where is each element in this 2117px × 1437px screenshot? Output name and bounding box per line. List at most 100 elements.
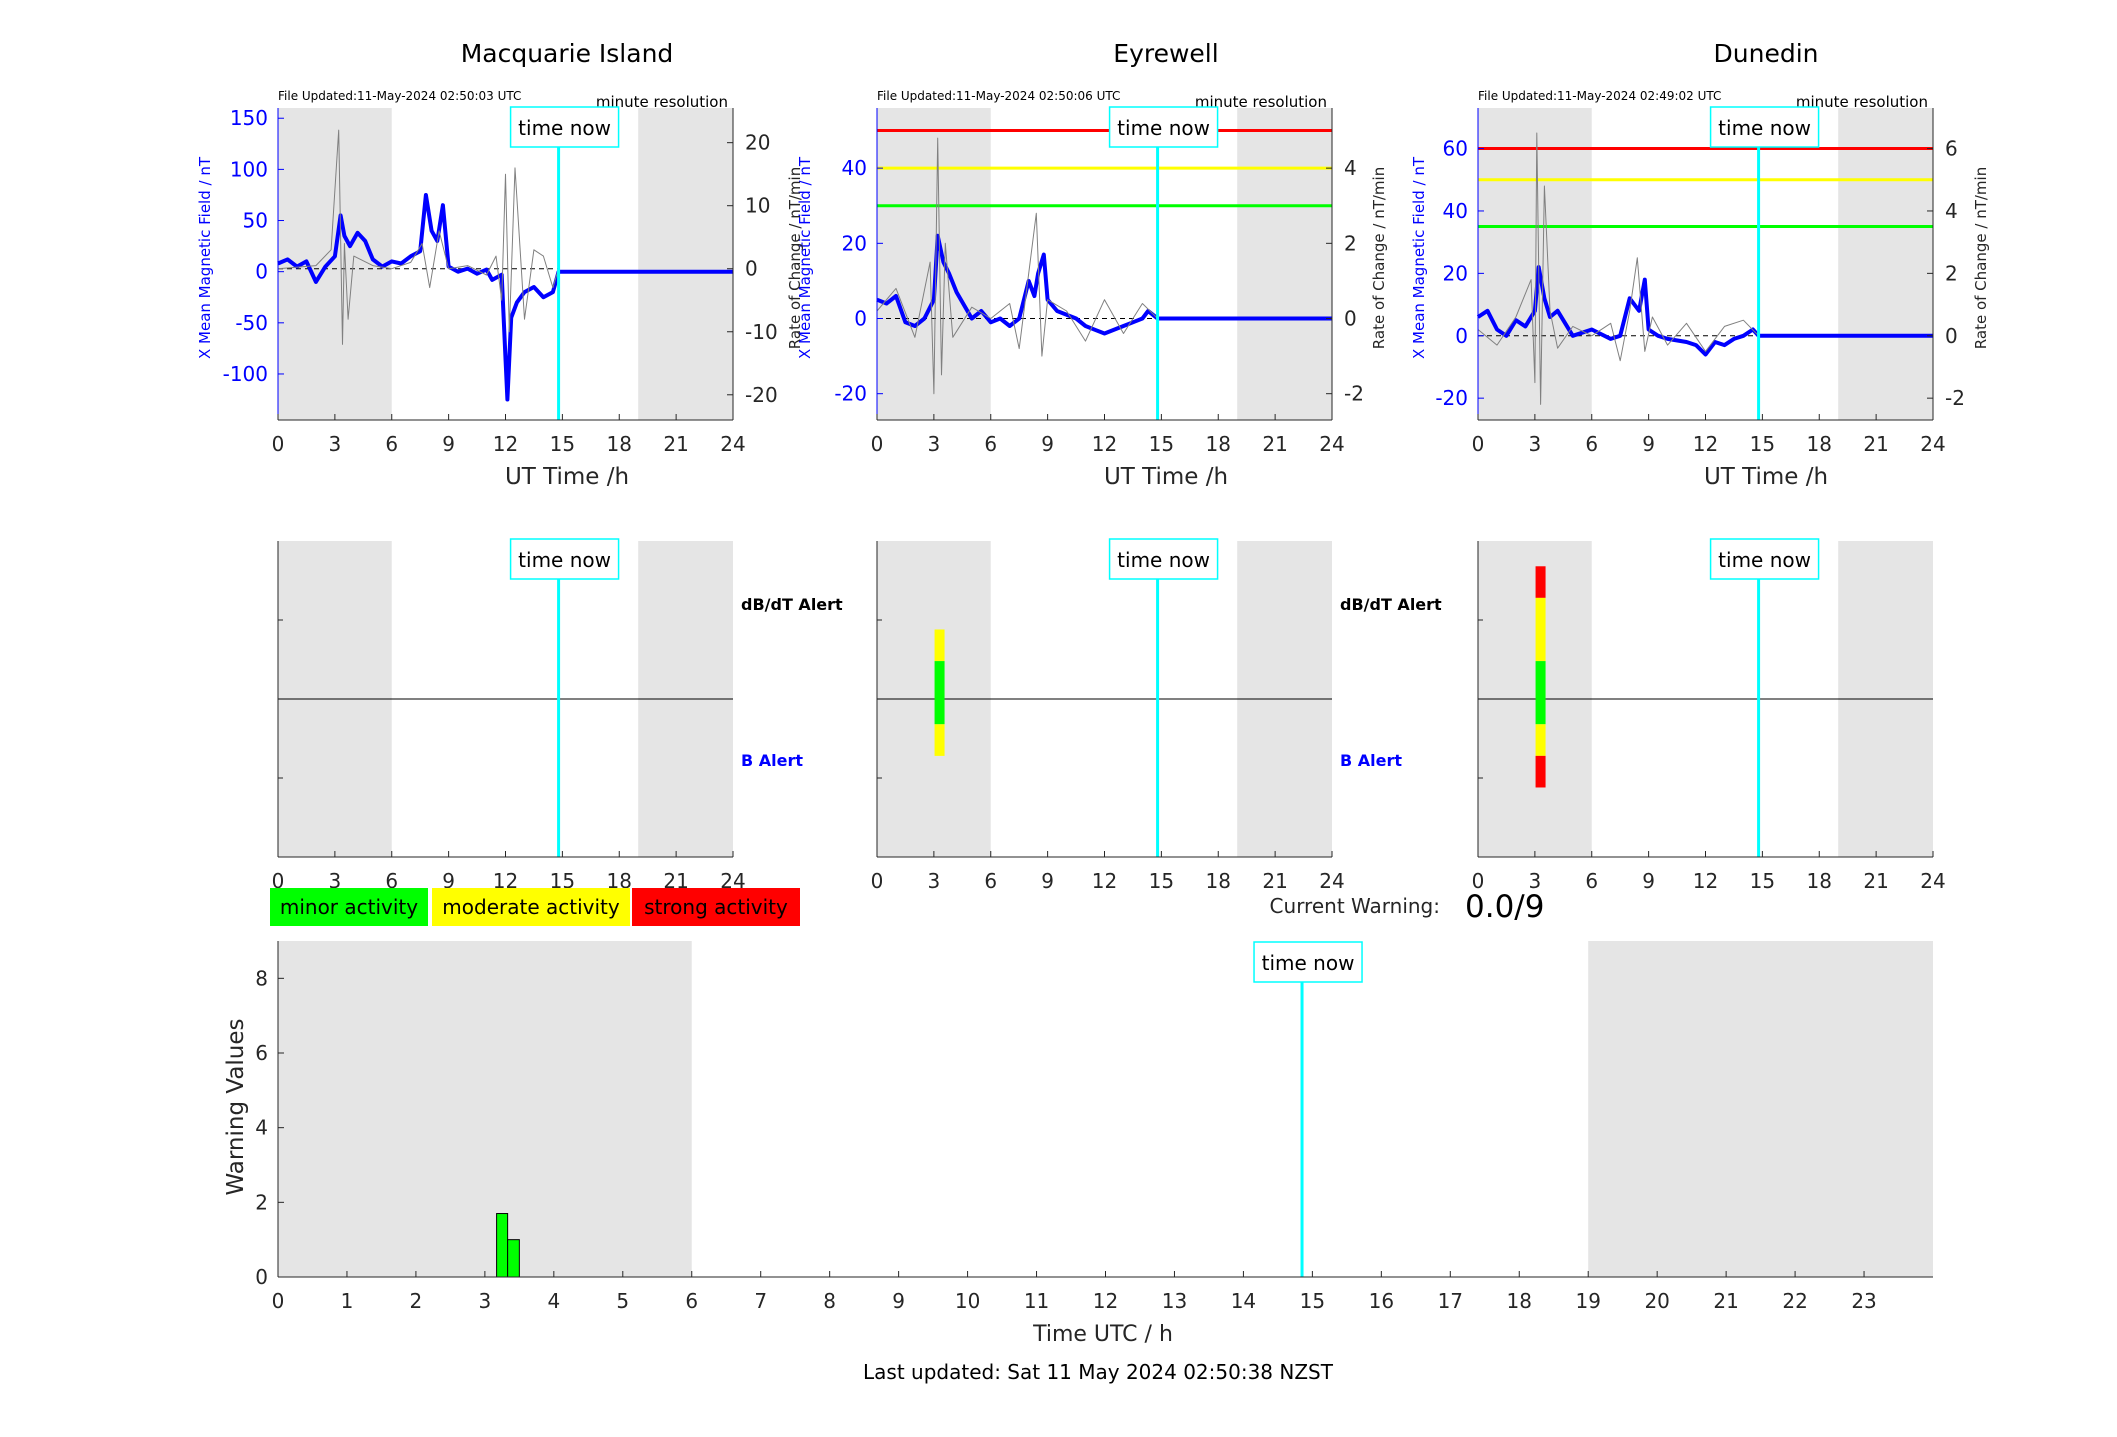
eyrewell-y-right-tick-label: 4 — [1344, 156, 1357, 180]
legend-label-1: moderate activity — [442, 895, 620, 919]
dunedin-y-right-tick-label: 4 — [1945, 199, 1958, 223]
eyrewell-alert-x-tick-label: 0 — [871, 869, 884, 893]
dunedin-alert-alert-segment — [1535, 724, 1546, 756]
eyrewell-alert-alert-segment — [934, 724, 945, 756]
eyrewell-x-tick-label: 12 — [1092, 432, 1117, 456]
eyrewell-x-tick-label: 9 — [1041, 432, 1054, 456]
warning-y-tick-label: 8 — [255, 966, 268, 990]
dunedin-file-updated: File Updated:11-May-2024 02:49:02 UTC — [1478, 89, 1721, 103]
macquarie-x-tick-label: 21 — [663, 432, 688, 456]
warning-x-tick-label: 4 — [547, 1289, 560, 1313]
macquarie-minute-resolution: minute resolution — [596, 93, 728, 111]
eyrewell-x-tick-label: 18 — [1206, 432, 1231, 456]
legend-label-2: strong activity — [644, 895, 788, 919]
eyrewell-x-tick-label: 15 — [1149, 432, 1174, 456]
macquarie-title: Macquarie Island — [461, 39, 674, 68]
eyrewell-minute-resolution: minute resolution — [1195, 93, 1327, 111]
dunedin-y-tick-label: 20 — [1443, 261, 1468, 285]
warning-x-tick-label: 6 — [685, 1289, 698, 1313]
warning-x-tick-label: 3 — [479, 1289, 492, 1313]
dunedin-xlabel: UT Time /h — [1704, 464, 1828, 490]
dunedin-alert-alert-segment — [1535, 661, 1546, 725]
warning-x-tick-label: 23 — [1851, 1289, 1876, 1313]
macquarie-rate-of-change-line — [277, 129, 560, 345]
macquarie-alert-x-tick-label: 0 — [272, 869, 285, 893]
macquarie-x-tick-label: 18 — [607, 432, 632, 456]
eyrewell-rate-of-change-line — [876, 137, 1158, 395]
eyrewell-x-tick-label: 6 — [984, 432, 997, 456]
macquarie-alert-x-tick-label: 9 — [442, 869, 455, 893]
eyrewell-alert-time-now-label: time now — [1117, 548, 1210, 572]
dunedin-alert-x-tick-label: 9 — [1642, 869, 1655, 893]
eyrewell-alert-x-tick-label: 12 — [1092, 869, 1117, 893]
warning-x-tick-label: 8 — [823, 1289, 836, 1313]
warning-ylabel: Warning Values — [223, 1018, 249, 1195]
warning-y-tick-label: 0 — [255, 1265, 268, 1289]
dunedin-y-tick-label: 0 — [1455, 324, 1468, 348]
macquarie-alert-x-tick-label: 6 — [385, 869, 398, 893]
eyrewell-xlabel: UT Time /h — [1104, 464, 1228, 490]
macquarie-y-tick-label: -50 — [235, 311, 268, 335]
eyrewell-y-tick-label: -20 — [834, 382, 867, 406]
eyrewell-y-tick-label: 40 — [842, 156, 867, 180]
eyrewell-alert-time-now-box — [1108, 538, 1219, 580]
eyrewell-alert-x-tick-label: 21 — [1262, 869, 1287, 893]
warning-x-tick-label: 21 — [1713, 1289, 1738, 1313]
macquarie-y-right-tick-label: -20 — [745, 383, 778, 407]
macquarie-y-tick-label: -100 — [223, 362, 268, 386]
dunedin-x-tick-label: 15 — [1750, 432, 1775, 456]
macquarie-alert-b-row-label: B Alert — [741, 751, 803, 770]
eyrewell-x-tick-label: 21 — [1262, 432, 1287, 456]
eyrewell-alert-alert-segment — [934, 661, 945, 725]
eyrewell-alert-x-tick-label: 18 — [1206, 869, 1231, 893]
dunedin-alert-x-tick-label: 18 — [1807, 869, 1832, 893]
macquarie-x-tick-label: 15 — [550, 432, 575, 456]
macquarie-y-tick-label: 150 — [230, 106, 268, 130]
macquarie-time-now-label: time now — [518, 116, 611, 140]
last-updated: Last updated: Sat 11 May 2024 02:50:38 N… — [863, 1360, 1334, 1384]
dunedin-alert-x-tick-label: 0 — [1472, 869, 1485, 893]
warning-x-tick-label: 14 — [1231, 1289, 1256, 1313]
warning-x-tick-label: 17 — [1438, 1289, 1463, 1313]
macquarie-y-right-tick-label: 10 — [745, 194, 770, 218]
macquarie-alert-dbdt-row-label: dB/dT Alert — [741, 595, 843, 614]
legend-swatch-2 — [632, 888, 800, 926]
warning-x-tick-label: 15 — [1300, 1289, 1325, 1313]
warning-x-tick-label: 13 — [1162, 1289, 1187, 1313]
warning-x-tick-label: 12 — [1093, 1289, 1118, 1313]
dunedin-alert-time-now-box — [1709, 538, 1820, 580]
eyrewell-time-now-box — [1108, 106, 1219, 148]
dunedin-alert-x-tick-label: 21 — [1863, 869, 1888, 893]
macquarie-x-tick-label: 12 — [493, 432, 518, 456]
warning-x-tick-label: 2 — [410, 1289, 423, 1313]
macquarie-alert-time-now-box — [509, 538, 620, 580]
warning-x-tick-label: 7 — [754, 1289, 767, 1313]
macquarie-ylabel-right: Rate of Change / nT/min — [786, 167, 804, 349]
dunedin-ylabel: X Mean Magnetic Field / nT — [1410, 156, 1428, 359]
dunedin-x-tick-label: 0 — [1472, 432, 1485, 456]
warning-time-now-label: time now — [1262, 951, 1355, 975]
eyrewell-x-tick-label: 24 — [1319, 432, 1344, 456]
dunedin-minute-resolution: minute resolution — [1796, 93, 1928, 111]
dunedin-x-tick-label: 6 — [1585, 432, 1598, 456]
eyrewell-y-tick-label: 0 — [854, 307, 867, 331]
legend-label-0: minor activity — [280, 895, 418, 919]
macquarie-y-right-tick-label: -10 — [745, 320, 778, 344]
macquarie-night-shade — [278, 108, 392, 420]
eyrewell-mean-field-line — [876, 233, 1332, 336]
macquarie-x-tick-label: 9 — [442, 432, 455, 456]
warning-night-shade — [1588, 941, 1933, 1277]
eyrewell-alert-alert-segment — [934, 629, 945, 662]
dunedin-rate-of-change-line — [1477, 132, 1759, 405]
current-warning-value: 0.0/9 — [1465, 889, 1544, 925]
warning-x-tick-label: 11 — [1024, 1289, 1049, 1313]
dunedin-x-tick-label: 9 — [1642, 432, 1655, 456]
macquarie-y-tick-label: 50 — [243, 209, 268, 233]
eyrewell-title: Eyrewell — [1113, 39, 1218, 68]
eyrewell-alert-x-tick-label: 15 — [1149, 869, 1174, 893]
warning-x-tick-label: 9 — [892, 1289, 905, 1313]
macquarie-x-tick-label: 0 — [272, 432, 285, 456]
dunedin-night-shade — [1838, 108, 1933, 420]
macquarie-y-right-tick-label: 20 — [745, 131, 770, 155]
eyrewell-y-right-tick-label: -2 — [1344, 382, 1364, 406]
